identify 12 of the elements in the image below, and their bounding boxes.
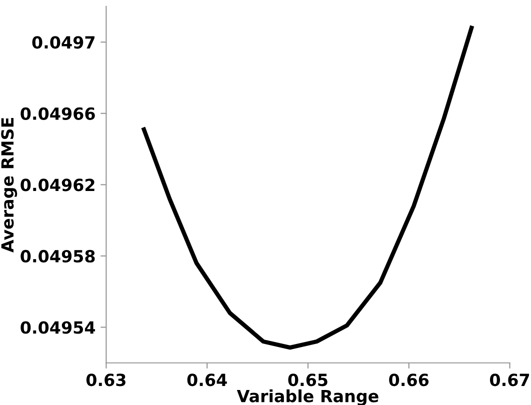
- y-tick-label: 0.04962: [20, 178, 94, 192]
- y-tick-label: 0.0497: [32, 36, 94, 49]
- line-series: [142, 26, 474, 350]
- x-tick-label: 0.63: [86, 374, 126, 386]
- y-axis-title: Average RMSE: [1, 118, 18, 252]
- y-tick-label: 0.04966: [20, 107, 95, 120]
- x-tick-label: 0.67: [490, 374, 529, 386]
- x-tick-label: 0.64: [187, 374, 227, 386]
- y-tick-label: 0.04958: [20, 250, 95, 263]
- x-tick-label: 0.65: [288, 374, 328, 386]
- y-tick-label: 0.04954: [20, 321, 96, 334]
- x-tick-label: 0.66: [389, 374, 429, 386]
